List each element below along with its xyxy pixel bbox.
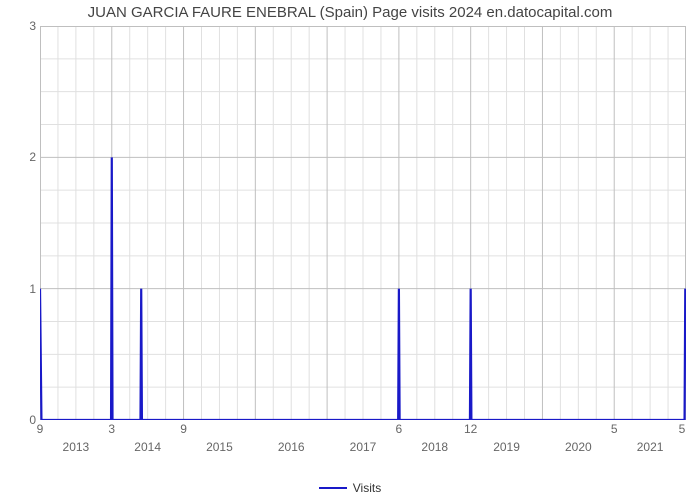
y-tick-label: 1 bbox=[12, 282, 36, 296]
x-tick-value: 6 bbox=[396, 422, 403, 436]
x-tick-year: 2021 bbox=[637, 440, 664, 454]
y-tick-label: 0 bbox=[12, 413, 36, 427]
chart-title: JUAN GARCIA FAURE ENEBRAL (Spain) Page v… bbox=[0, 4, 700, 21]
y-tick-label: 3 bbox=[12, 19, 36, 33]
legend: Visits bbox=[0, 476, 700, 495]
x-tick-year: 2019 bbox=[493, 440, 520, 454]
x-tick-year: 2015 bbox=[206, 440, 233, 454]
x-tick-value: 5 bbox=[611, 422, 618, 436]
x-tick-value: 9 bbox=[180, 422, 187, 436]
x-tick-year: 2020 bbox=[565, 440, 592, 454]
x-tick-value: 3 bbox=[108, 422, 115, 436]
x-tick-year: 2017 bbox=[350, 440, 377, 454]
x-tick-value: 5 bbox=[679, 422, 686, 436]
y-tick-label: 2 bbox=[12, 150, 36, 164]
x-tick-year: 2018 bbox=[421, 440, 448, 454]
legend-item: Visits bbox=[319, 481, 381, 495]
chart-svg bbox=[40, 26, 686, 420]
x-tick-year: 2014 bbox=[134, 440, 161, 454]
legend-label: Visits bbox=[353, 481, 381, 495]
chart-container: JUAN GARCIA FAURE ENEBRAL (Spain) Page v… bbox=[0, 0, 700, 500]
x-tick-year: 2016 bbox=[278, 440, 305, 454]
x-tick-value: 9 bbox=[37, 422, 44, 436]
x-tick-year: 2013 bbox=[63, 440, 90, 454]
plot-area: 0123920133201492015201620176201812201920… bbox=[40, 26, 686, 420]
x-tick-value: 12 bbox=[464, 422, 477, 436]
legend-swatch bbox=[319, 487, 347, 489]
